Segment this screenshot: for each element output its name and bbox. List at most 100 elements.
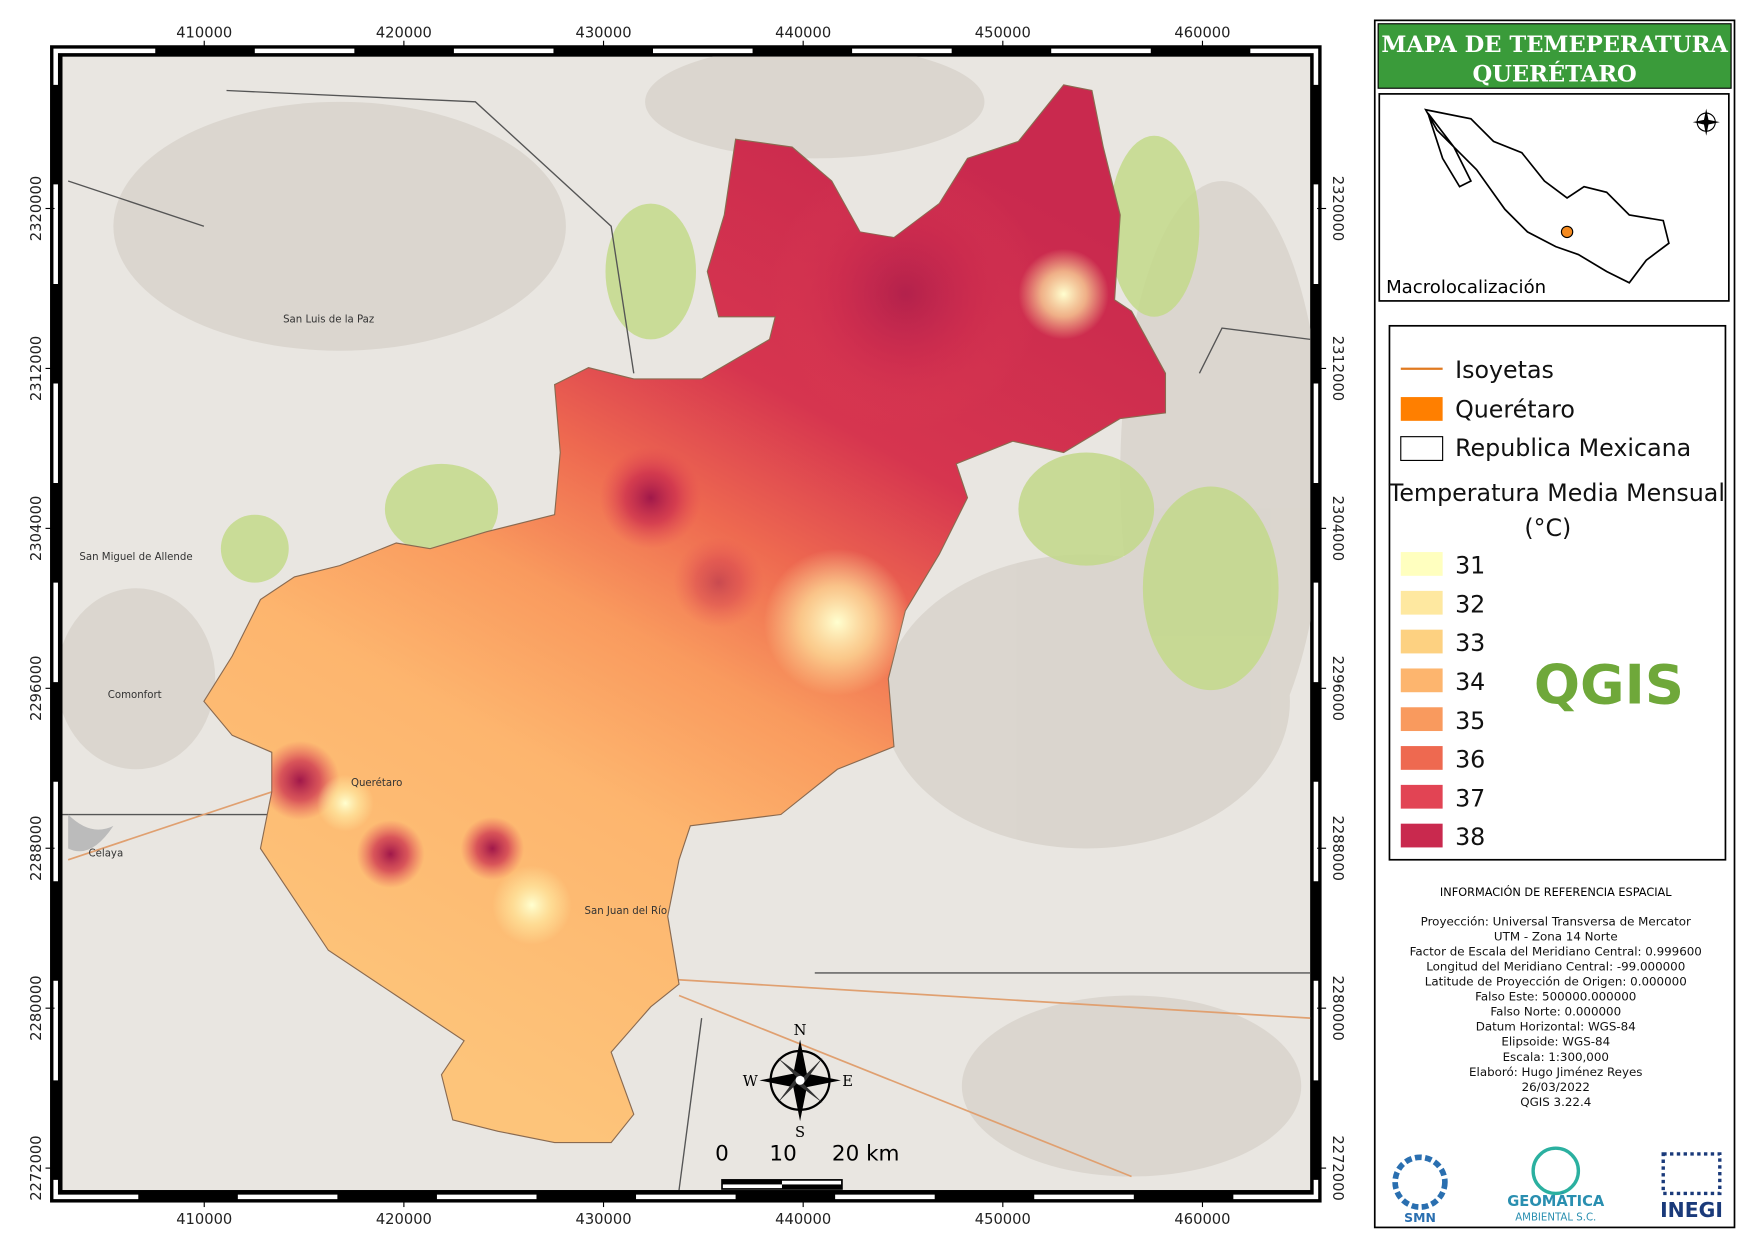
- y-tick-label: 2312000: [1329, 336, 1346, 401]
- y-tick-label: 2280000: [1329, 975, 1346, 1040]
- reference-info: Proyección: Universal Transversa de Merc…: [1410, 914, 1702, 1109]
- map-body: San Miguel de Allende Celaya Comonfort Q…: [62, 56, 1311, 1191]
- compass-n: N: [794, 1022, 807, 1039]
- legend-class-label: 37: [1455, 784, 1485, 812]
- place-label: Comonfort: [108, 690, 162, 701]
- boundaries: [62, 89, 1311, 1191]
- inset-mexico: [1424, 108, 1670, 284]
- scale-label: 10: [769, 1142, 796, 1167]
- legend-unit: (°C): [1524, 514, 1571, 542]
- legend-class-label: 36: [1455, 746, 1485, 774]
- legend-item: Republica Mexicana: [1455, 434, 1691, 462]
- legend-swatch: [1400, 707, 1443, 732]
- reference-line: Longitud del Meridiano Central: -99.0000…: [1426, 960, 1685, 974]
- reference-line: Falso Este: 500000.000000: [1475, 990, 1636, 1004]
- y-tick-label: 2288000: [1329, 816, 1346, 881]
- roads: [67, 791, 1311, 1178]
- legend-item: Querétaro: [1455, 395, 1575, 423]
- y-tick-label: 2320000: [1329, 176, 1346, 241]
- reference-line: Proyección: Universal Transversa de Merc…: [1421, 914, 1691, 928]
- x-tick-label: 440000: [775, 1211, 831, 1228]
- smn-logo: SMN: [1404, 1210, 1436, 1225]
- legend-classes: 31 32 33 34 35 36 37 38: [1400, 552, 1485, 851]
- y-tick-label: 2304000: [1329, 496, 1346, 561]
- legend-class-label: 34: [1455, 668, 1485, 696]
- compass-w: W: [743, 1073, 759, 1090]
- inset-compass: [1692, 108, 1720, 136]
- inset-queretaro: [1560, 225, 1574, 239]
- legend-class-label: 31: [1455, 552, 1485, 580]
- inegi-logo: INEGI: [1660, 1198, 1723, 1222]
- scale-label: 0: [715, 1142, 729, 1167]
- legend-swatch: [1400, 823, 1443, 848]
- legend-class-label: 32: [1455, 590, 1485, 618]
- frame-pattern: [53, 48, 1319, 1200]
- logos: SMN GEOMÁTICA AMBIENTAL S.C. INEGI: [1392, 1146, 1723, 1225]
- reference-line: UTM - Zona 14 Norte: [1494, 929, 1618, 943]
- legend-title: Temperatura Media Mensual: [1388, 479, 1725, 507]
- legend-queretaro-symbol: [1400, 397, 1443, 421]
- legend-item: Isoyetas: [1455, 356, 1554, 384]
- x-tick-label: 450000: [975, 24, 1031, 41]
- legend-swatch: [1400, 784, 1443, 809]
- place-label: Celaya: [89, 848, 124, 859]
- x-tick-label: 460000: [1174, 24, 1230, 41]
- place-label: San Luis de la Paz: [283, 314, 374, 325]
- reference-line: Escala: 1:300,000: [1503, 1050, 1609, 1064]
- x-tick-label: 420000: [376, 24, 432, 41]
- reference-line: QGIS 3.22.4: [1520, 1095, 1591, 1109]
- inset-label: Macrolocalización: [1386, 277, 1546, 298]
- place-label: Querétaro: [351, 777, 402, 789]
- x-tick-label: 430000: [575, 1211, 631, 1228]
- x-tick-label: 460000: [1174, 1211, 1230, 1228]
- x-tick-label: 440000: [775, 24, 831, 41]
- reference-line: Factor de Escala del Meridiano Central: …: [1410, 944, 1702, 958]
- y-tick-label: 2280000: [28, 975, 45, 1040]
- legend-swatch: [1400, 668, 1443, 693]
- reference-line: Datum Horizontal: WGS-84: [1476, 1020, 1636, 1034]
- legend-frame: [1388, 324, 1727, 861]
- y-tick-label: 2296000: [1329, 656, 1346, 721]
- reference-line: Elaboró: Hugo Jiménez Reyes: [1469, 1065, 1642, 1079]
- x-tick-label: 430000: [575, 24, 631, 41]
- hotspots: [260, 158, 1109, 945]
- place-label: San Juan del Río: [585, 905, 668, 917]
- geomatica-logo: GEOMÁTICA: [1507, 1192, 1605, 1210]
- city-area: [68, 814, 114, 852]
- scale-label: 20 km: [832, 1142, 900, 1167]
- legend-swatch: [1400, 746, 1443, 770]
- legend-swatch: [1400, 629, 1443, 654]
- legend-swatch: [1400, 590, 1443, 615]
- legend-mexico-symbol: [1400, 436, 1444, 461]
- qgis-logo: QGIS: [1534, 654, 1684, 717]
- reference-line: 26/03/2022: [1522, 1080, 1590, 1094]
- title-box: [1377, 23, 1732, 89]
- y-tick-label: 2272000: [1329, 1135, 1346, 1200]
- y-tick-label: 2304000: [28, 496, 45, 561]
- reference-line: Falso Norte: 0.000000: [1490, 1005, 1621, 1019]
- y-tick-label: 2312000: [28, 336, 45, 401]
- x-tick-label: 410000: [176, 1211, 232, 1228]
- y-tick-label: 2272000: [28, 1135, 45, 1200]
- legend-swatch: [1400, 552, 1443, 576]
- reference-line: Latitude de Proyección de Origen: 0.0000…: [1425, 975, 1687, 989]
- compass-s: S: [795, 1124, 805, 1141]
- place-label: San Miguel de Allende: [79, 552, 192, 563]
- y-tick-label: 2320000: [28, 176, 45, 241]
- legend-class-label: 35: [1455, 707, 1485, 735]
- legend-class-label: 33: [1455, 629, 1485, 657]
- x-tick-label: 410000: [176, 24, 232, 41]
- compass-e: E: [842, 1073, 853, 1090]
- geomatica-logo: AMBIENTAL S.C.: [1515, 1213, 1596, 1224]
- reference-heading: INFORMACIÓN DE REFERENCIA ESPACIAL: [1440, 886, 1672, 899]
- reference-line: Elipsoide: WGS-84: [1501, 1035, 1610, 1049]
- title: MAPA DE TEMEPERATURA: [1381, 32, 1728, 58]
- legend-class-label: 38: [1455, 823, 1485, 851]
- y-tick-label: 2296000: [28, 656, 45, 721]
- coordinate-grid: 410000 410000 420000 420000 430000 430000 4400…: [28, 24, 1346, 1228]
- x-tick-label: 450000: [975, 1211, 1031, 1228]
- scale-bar: 0 10 20 km: [715, 1142, 900, 1190]
- x-tick-label: 420000: [376, 1211, 432, 1228]
